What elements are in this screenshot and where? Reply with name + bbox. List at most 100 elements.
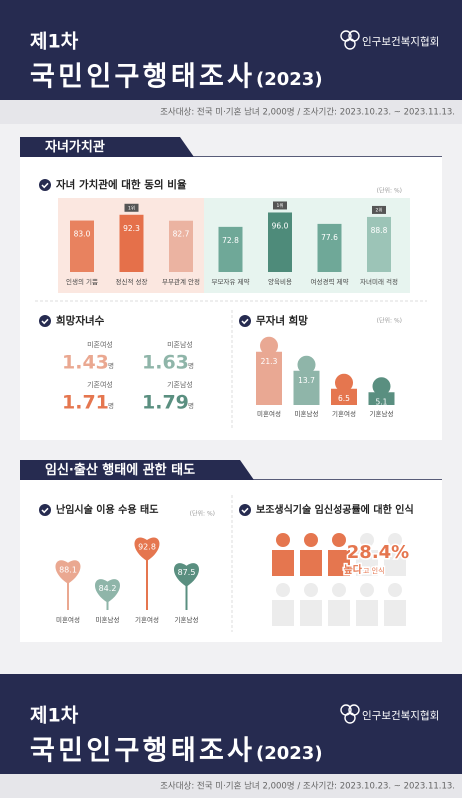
person-body xyxy=(272,600,294,626)
rank-badge xyxy=(372,205,386,214)
logo xyxy=(344,712,356,724)
value-label: 87.5 xyxy=(178,568,196,577)
category-label: 미혼여성 xyxy=(56,615,80,624)
value-label: 92.3 xyxy=(123,224,140,233)
value-label: 82.7 xyxy=(173,230,190,239)
check-icon xyxy=(239,315,251,327)
rank-label: 1위 xyxy=(128,204,135,211)
org-name: 인구보건복지협회 xyxy=(362,709,439,722)
panel-title: 무자녀 희망 xyxy=(256,314,308,327)
person-body xyxy=(328,550,350,576)
rank-label: 2위 xyxy=(375,206,382,213)
person-head xyxy=(276,533,290,547)
survey-info: 조사대상: 전국 미·기혼 남녀 2,000명 / 조사기간: 2023.10.… xyxy=(160,107,455,118)
header-band xyxy=(0,0,462,100)
edition: 제1차 xyxy=(30,705,79,727)
person-head xyxy=(388,533,402,547)
org-name: 인구보건복지협회 xyxy=(362,35,439,48)
header-band xyxy=(0,674,462,774)
item-unit: 명 xyxy=(188,401,194,410)
category-label: 미혼남성 xyxy=(295,409,319,418)
category-label: 양육비용 xyxy=(268,277,292,286)
category-label: 기혼남성 xyxy=(175,615,199,624)
value-label: 13.7 xyxy=(298,376,315,385)
panel-title: 보조생식기술 임신성공률에 대한 인식 xyxy=(256,503,414,516)
item-label: 미혼남성 xyxy=(167,340,193,349)
person-head xyxy=(388,583,402,597)
rank-badge xyxy=(273,201,287,210)
category-label: 부부관계 안정 xyxy=(162,277,200,286)
bar-head xyxy=(335,373,353,392)
person-head xyxy=(360,583,374,597)
bar xyxy=(70,220,94,272)
item-value: 1.43 xyxy=(62,352,109,374)
category-label: 자녀미래 걱정 xyxy=(360,277,398,286)
category-label: 미혼여성 xyxy=(257,409,281,418)
bar-head xyxy=(297,355,316,374)
check-icon xyxy=(39,315,51,327)
person-head xyxy=(304,533,318,547)
rank-label: 1위 xyxy=(276,202,283,209)
item-unit: 명 xyxy=(188,361,194,370)
bar xyxy=(119,214,144,272)
person-head xyxy=(332,583,346,597)
person-body xyxy=(272,550,294,576)
item-label: 기혼여성 xyxy=(87,380,113,389)
category-label: 기혼여성 xyxy=(332,409,356,418)
category-label: 미혼남성 xyxy=(96,615,120,624)
value-label: 83.0 xyxy=(74,230,91,239)
survey-strip xyxy=(0,100,462,124)
bar xyxy=(368,392,395,405)
heart xyxy=(94,579,121,603)
item-value: 1.79 xyxy=(142,392,189,414)
section-tab xyxy=(20,460,254,480)
bar xyxy=(367,216,391,272)
value-label: 21.3 xyxy=(261,357,278,366)
unit-label: (단위: %) xyxy=(377,187,402,195)
item-unit: 명 xyxy=(108,361,114,370)
section-title: 자녀가치관 xyxy=(45,139,105,155)
rank-badge xyxy=(124,203,139,212)
bar xyxy=(331,388,357,405)
person-body xyxy=(384,550,406,576)
unit-label: (단위: %) xyxy=(190,510,215,518)
category-label: 여성경력 제약 xyxy=(311,277,349,286)
item-value: 1.71 xyxy=(62,392,109,414)
stat-text: 높다 xyxy=(344,563,363,576)
person-body xyxy=(356,600,378,626)
person-body xyxy=(300,600,322,626)
check-mark xyxy=(41,182,49,189)
person-head xyxy=(332,533,346,547)
bar xyxy=(256,351,282,405)
check-mark xyxy=(41,507,49,514)
value-label: 84.2 xyxy=(99,584,117,593)
item-unit: 명 xyxy=(108,401,114,410)
check-icon xyxy=(39,179,51,191)
person-head xyxy=(276,583,290,597)
item-label: 기혼남성 xyxy=(167,380,193,389)
person-body xyxy=(356,550,378,576)
section-tab xyxy=(20,137,194,157)
value-label: 72.8 xyxy=(222,236,239,245)
check-mark xyxy=(241,318,249,325)
bar xyxy=(169,220,193,272)
person-head xyxy=(304,583,318,597)
heart xyxy=(134,537,160,562)
person-body xyxy=(384,600,406,626)
heart xyxy=(55,560,81,584)
item-label: 미혼여성 xyxy=(87,340,113,349)
item-value: 1.63 xyxy=(142,352,189,374)
value-label: 88.1 xyxy=(59,565,77,574)
survey-strip xyxy=(0,774,462,798)
stat-suffix: 고 인식 xyxy=(363,566,385,575)
check-icon xyxy=(39,504,51,516)
logo xyxy=(344,38,356,50)
heart xyxy=(173,563,200,587)
edition: 제1차 xyxy=(30,31,79,53)
bar-head xyxy=(372,377,391,396)
section-title: 임신·출산 행태에 관한 태도 xyxy=(45,462,195,478)
value-label: 5.1 xyxy=(376,397,388,406)
bar xyxy=(317,223,342,272)
stat-value: 28.4% xyxy=(347,542,409,563)
